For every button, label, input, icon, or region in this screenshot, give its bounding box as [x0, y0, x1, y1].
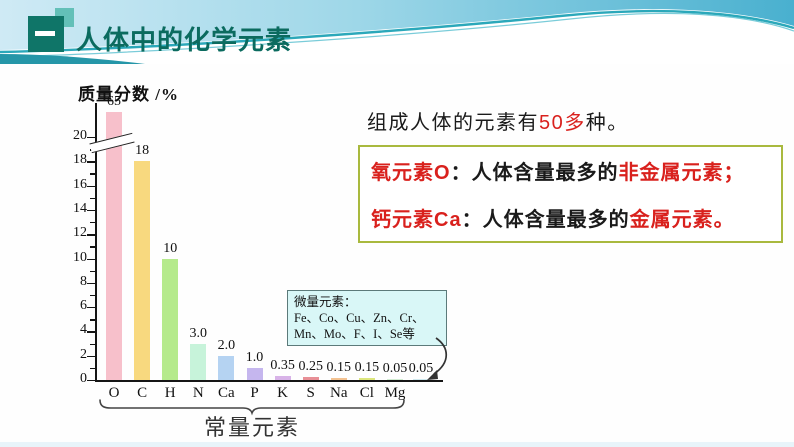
key-points-box: 氧元素O：人体含量最多的非金属元素； 钙元素Ca：人体含量最多的金属元素。 — [358, 145, 783, 243]
major-elements-label: 常量元素 — [203, 415, 300, 440]
bar-value-label: 10 — [163, 240, 178, 256]
y-tick-label: 2 — [80, 346, 87, 362]
bar-Cl — [358, 378, 375, 380]
y-axis-label: 质量分数 /% — [78, 85, 179, 104]
x-category-label: N — [192, 385, 204, 401]
y-tick — [90, 319, 95, 321]
y-tick — [87, 258, 95, 260]
x-axis-line — [95, 380, 443, 382]
bar-Na — [330, 378, 347, 380]
trace-elements-callout: 微量元素： Fe、Co、Cu、Zn、Cr、 Mn、Mo、F、I、Se等 — [287, 290, 447, 346]
x-category-label: H — [164, 385, 176, 401]
y-tick — [87, 137, 95, 139]
x-category-label: P — [250, 385, 259, 401]
oxygen-point: 氧元素O：人体含量最多的非金属元素； — [371, 156, 770, 185]
bar-value-label: 0.25 — [298, 359, 323, 374]
callout-line-2: Mn、Mo、F、I、Se等 — [294, 327, 415, 341]
y-tick-label: 6 — [80, 298, 87, 314]
callout-title: 微量元素： — [294, 295, 357, 309]
y-tick — [87, 307, 95, 309]
section-icon-dark-square — [28, 16, 64, 52]
bar-value-label: 0.15 — [326, 360, 352, 376]
y-axis-line — [95, 103, 97, 381]
element-count-highlight: 50多 — [539, 112, 586, 134]
x-category-label: Cl — [359, 385, 374, 401]
bar-value-label: 0.05 — [408, 361, 434, 377]
y-tick — [87, 355, 95, 358]
y-tick-label: 14 — [73, 200, 87, 216]
y-tick-label: 20 — [73, 128, 87, 143]
page-title: 人体中的化学元素 — [76, 25, 293, 55]
calcium-colon: ： — [461, 209, 483, 231]
x-category-label: Na — [330, 385, 348, 401]
y-tick-label: 8 — [80, 273, 87, 289]
bar-H — [162, 258, 179, 380]
major-elements-brace — [99, 399, 405, 416]
bar-C — [134, 161, 151, 380]
y-tick — [90, 270, 95, 272]
y-tick — [90, 294, 95, 297]
bar-S — [302, 377, 319, 380]
y-tick — [87, 331, 95, 333]
x-category-label: Ca — [218, 385, 235, 401]
y-tick — [90, 197, 95, 200]
bar-value-label: 18 — [135, 143, 150, 159]
bar-value-label: 3.0 — [189, 325, 208, 341]
intro-post: 种。 — [585, 112, 629, 134]
y-tick-label: 0 — [80, 371, 87, 386]
bar-O — [106, 112, 122, 380]
bar-trace — [413, 379, 429, 380]
x-category-label: S — [306, 385, 315, 401]
y-tick — [90, 173, 95, 175]
y-tick — [87, 185, 95, 187]
bar-Ca — [218, 355, 235, 380]
calcium-mid: 人体含量最多的 — [482, 209, 630, 231]
bar-value-label: 0.15 — [354, 360, 380, 376]
section-number-icon — [28, 8, 74, 54]
y-tick — [87, 282, 95, 285]
bar-value-label: 1.0 — [245, 349, 264, 365]
y-tick — [87, 209, 95, 212]
calcium-highlight: 金属元素。 — [629, 209, 735, 231]
header-swoosh-decoration — [0, 0, 794, 64]
x-category-label: C — [137, 385, 148, 401]
y-tick — [90, 343, 95, 345]
header-banner: 人体中的化学元素 — [0, 0, 794, 64]
calcium-point: 钙元素Ca：人体含量最多的金属元素。 — [371, 203, 770, 232]
callout-line-1: Fe、Co、Cu、Zn、Cr、 — [294, 311, 425, 325]
bar-Mg — [387, 379, 403, 380]
section-icon-dash — [35, 31, 55, 36]
oxygen-label: 氧元素O — [371, 162, 451, 184]
oxygen-colon: ： — [450, 162, 472, 184]
y-tick — [87, 234, 95, 236]
y-tick — [90, 246, 95, 248]
intro-pre: 组成人体的元素有 — [367, 112, 539, 134]
bar-value-label: 2.0 — [217, 337, 236, 353]
callout-arrow-icon — [427, 337, 448, 380]
oxygen-highlight: 非金属元素； — [618, 162, 745, 184]
bar-K — [274, 375, 291, 380]
y-tick-label: 10 — [73, 249, 87, 265]
y-tick — [87, 380, 95, 382]
bar-value-label: 0.35 — [270, 357, 295, 373]
y-tick — [90, 367, 95, 370]
x-category-label: K — [277, 385, 289, 401]
y-tick — [87, 161, 95, 163]
bar-value-label: 65 — [107, 94, 121, 109]
intro-text: 组成人体的元素有50多种。 — [367, 106, 629, 135]
y-tick-label: 4 — [80, 322, 87, 338]
x-category-label: Mg — [384, 385, 406, 401]
oxygen-mid: 人体含量最多的 — [471, 162, 619, 184]
y-tick-label: 12 — [73, 225, 87, 241]
y-tick — [90, 222, 95, 224]
footer-strip-decoration — [0, 442, 794, 447]
x-category-label: O — [108, 385, 120, 401]
bar-N — [190, 343, 207, 381]
bar-P — [246, 367, 263, 381]
y-tick-label: 16 — [73, 176, 87, 192]
y-tick-label: 18 — [73, 152, 87, 168]
calcium-label: 钙元素Ca — [371, 209, 462, 231]
bar-value-label: 0.05 — [382, 361, 408, 377]
